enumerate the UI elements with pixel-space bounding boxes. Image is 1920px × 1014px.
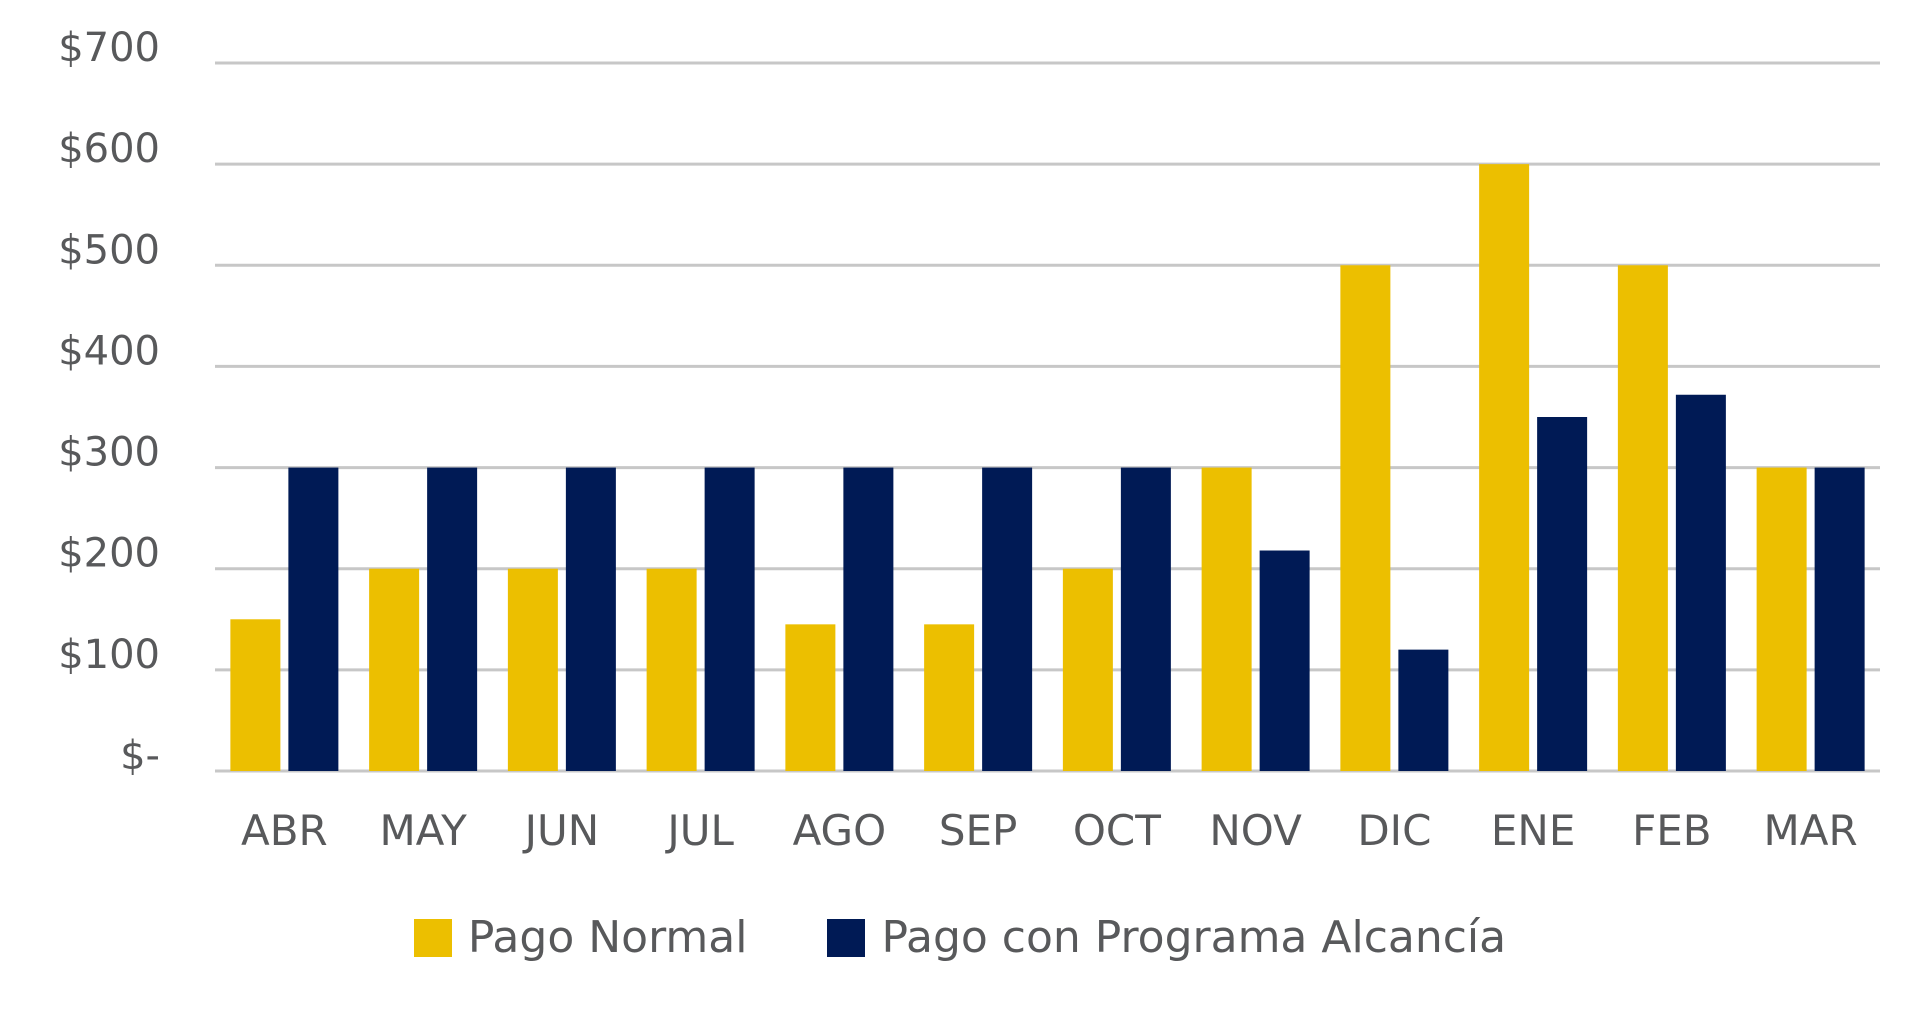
bar-pago-normal-abr <box>230 619 281 771</box>
bar-pago-con-programa-alcancia-dic <box>1398 649 1449 771</box>
y-tick-label: $700 <box>58 25 160 71</box>
bar-pago-normal-dic <box>1340 265 1391 771</box>
bar-pago-con-programa-alcancia-sep <box>982 467 1033 771</box>
bar-pago-normal-feb <box>1617 265 1668 771</box>
x-tick-label: ABR <box>241 806 328 855</box>
y-tick-label: $- <box>120 733 160 779</box>
x-tick-label: JUL <box>664 806 734 855</box>
legend: Pago Normal Pago con Programa Alcancía <box>0 912 1920 963</box>
legend-item-pago-con-programa-alcancia: Pago con Programa Alcancía <box>827 912 1506 963</box>
x-tick-label: FEB <box>1632 806 1712 855</box>
x-axis-tick-labels: ABR MAY JUN JUL AGO SEP OCT NOV DIC ENE FEB MAR <box>241 806 1858 855</box>
x-tick-label: MAY <box>379 806 467 855</box>
legend-label-pago-con-programa-alcancia: Pago con Programa Alcancía <box>881 912 1507 963</box>
y-tick-label: $200 <box>58 531 160 577</box>
bar-pago-con-programa-alcancia-mar <box>1814 467 1865 771</box>
y-tick-label: $400 <box>58 328 160 374</box>
bar-pago-con-programa-alcancia-jul <box>704 467 755 771</box>
bar-pago-normal-ago <box>785 624 836 771</box>
x-tick-label: ENE <box>1491 806 1576 855</box>
y-tick-label: $600 <box>58 126 160 172</box>
legend-item-pago-normal: Pago Normal <box>413 912 748 963</box>
legend-swatch-pago-con-programa-alcancia <box>827 918 866 957</box>
x-tick-label: AGO <box>793 806 887 855</box>
y-tick-label: $300 <box>58 430 160 476</box>
bar-pago-con-programa-alcancia-feb <box>1675 394 1726 771</box>
bar-pago-con-programa-alcancia-abr <box>288 467 339 771</box>
bar-pago-con-programa-alcancia-may <box>427 467 478 771</box>
bar-pago-con-programa-alcancia-nov <box>1259 550 1310 771</box>
y-axis-tick-labels: $- $100 $200 $300 $400 $500 $600 $700 <box>58 25 160 779</box>
bar-pago-con-programa-alcancia-ago <box>843 467 894 771</box>
x-tick-label: SEP <box>939 806 1018 855</box>
bar-pago-normal-jul <box>646 568 697 771</box>
bar-pago-normal-oct <box>1062 568 1113 771</box>
bar-pago-normal-sep <box>924 624 975 771</box>
bar-pago-normal-jun <box>507 568 558 771</box>
bar-pago-normal-ene <box>1479 164 1530 772</box>
bars <box>230 164 1865 772</box>
y-tick-label: $500 <box>58 227 160 273</box>
bar-pago-normal-mar <box>1756 467 1807 771</box>
bar-pago-con-programa-alcancia-ene <box>1537 417 1588 771</box>
bar-pago-con-programa-alcancia-jun <box>565 467 616 771</box>
x-tick-label: NOV <box>1209 806 1302 855</box>
x-tick-label: MAR <box>1764 806 1858 855</box>
x-tick-label: DIC <box>1357 806 1431 855</box>
bar-pago-normal-may <box>369 568 420 771</box>
legend-label-pago-normal: Pago Normal <box>467 912 748 963</box>
x-tick-label: JUN <box>522 806 600 855</box>
x-tick-label: OCT <box>1073 806 1161 855</box>
bar-pago-normal-nov <box>1201 467 1252 771</box>
legend-swatch-pago-normal <box>413 918 452 957</box>
y-tick-label: $100 <box>58 632 160 678</box>
bar-pago-con-programa-alcancia-oct <box>1120 467 1171 771</box>
gridlines <box>215 61 1880 773</box>
